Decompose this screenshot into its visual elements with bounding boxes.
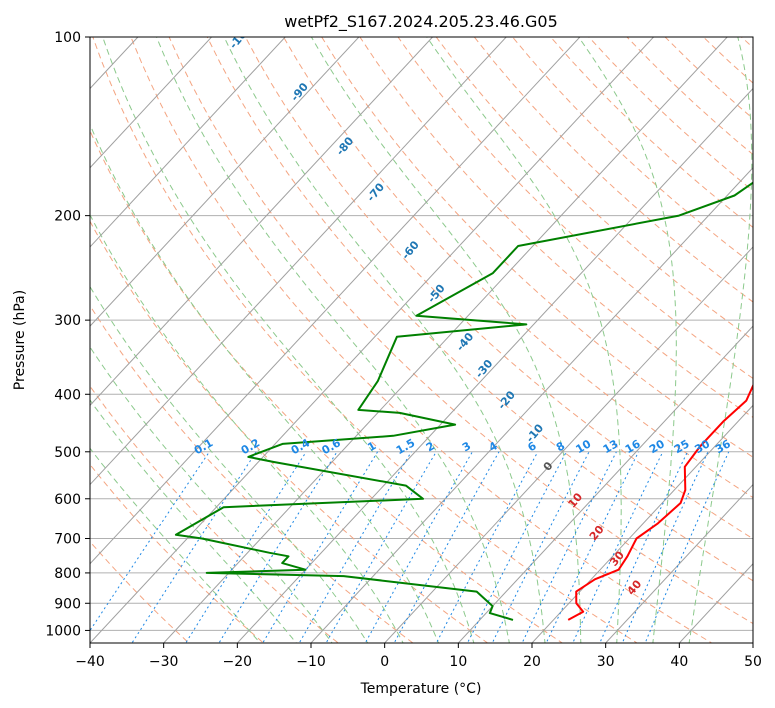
dry-adiabat-line: [90, 385, 340, 643]
x-axis: −40 −30 −20 −10 0 10 20 30 40 50: [75, 643, 762, 670]
isotherm-line: [90, 37, 581, 565]
y-tick-label: 700: [54, 532, 81, 548]
x-tick-label: −40: [75, 654, 105, 670]
y-tick-label: 300: [54, 313, 81, 329]
dry-adiabat-line: [206, 37, 753, 582]
mixing-ratio-line: [521, 451, 617, 643]
temperature-profile-line: [567, 383, 753, 621]
x-tick-label: 0: [380, 654, 389, 670]
y-tick-label: 1000: [45, 623, 81, 639]
y-tick-label: 900: [54, 596, 81, 612]
chart-title: wetPf2_S167.2024.205.23.46.G05: [284, 12, 558, 32]
dry-adiabat-line: [90, 304, 414, 643]
dry-adiabat-line: [90, 220, 489, 643]
moist-adiabat-line: [426, 37, 622, 643]
dry-adiabats: [90, 37, 753, 643]
plot-frame: [89, 36, 754, 644]
y-tick-label: 400: [54, 387, 81, 403]
x-tick-label: 10: [449, 654, 467, 670]
moist-adiabat-line: [156, 37, 510, 643]
x-tick-label: 30: [597, 654, 615, 670]
y-tick-label: 800: [54, 566, 81, 582]
dry-adiabat-line: [130, 37, 713, 643]
moist-adiabat-line: [223, 37, 546, 643]
mixing-ratio-line: [298, 451, 412, 643]
isotherm-line: [90, 37, 286, 248]
mixing-ratio-line: [435, 451, 539, 643]
x-axis-label: Temperature (°C): [360, 681, 482, 697]
isotherm-line: [90, 37, 507, 486]
moist-adiabat-line: [578, 37, 677, 643]
x-tick-label: −20: [223, 654, 253, 670]
mixing-ratio-line: [599, 451, 688, 643]
y-axis: 100 200 300 400 500 600 700 800 900 1000: [45, 30, 90, 639]
isotherm-line: [604, 483, 753, 643]
dry-adiabat-line: [92, 37, 638, 643]
y-axis-label: Pressure (hPa): [12, 290, 28, 390]
moist-adiabat-line: [90, 123, 440, 643]
moist-adiabat-line: [90, 213, 404, 643]
plot-area: 0.10.20.40.611.52346810131620253036-100-…: [90, 37, 753, 643]
moist-adiabat-line: [90, 346, 333, 643]
mixing-ratio-line: [644, 451, 730, 643]
x-tick-label: −30: [149, 654, 179, 670]
y-tick-label: 200: [54, 209, 81, 225]
dry-adiabat-line: [90, 129, 564, 643]
sounding-profiles: [174, 181, 753, 621]
isotherm-line: [531, 404, 753, 643]
mixing-ratio-line: [218, 451, 338, 643]
x-tick-label: 40: [670, 654, 688, 670]
isotherm-line: [383, 246, 753, 643]
isotherm-line: [90, 37, 360, 327]
mixing-ratio-line: [466, 451, 567, 643]
dry-adiabat-line: [435, 37, 753, 341]
x-tick-label: 50: [744, 654, 762, 670]
dry-adiabat-line: [473, 37, 753, 303]
moist-adiabat-line: [90, 399, 297, 643]
isotherm-line: [90, 37, 213, 169]
isotherm-line: [90, 37, 434, 407]
x-tick-label: 20: [523, 654, 541, 670]
y-tick-label: 500: [54, 445, 81, 461]
mixing-ratio-line: [131, 451, 257, 643]
isotherm-line: [236, 87, 753, 643]
mixing-ratio-line: [262, 451, 379, 643]
moist-adiabat-line: [688, 37, 753, 643]
y-tick-label: 600: [54, 492, 81, 508]
isotherm-line: [310, 166, 753, 643]
mixing-ratio-line: [545, 451, 639, 643]
dry-adiabat-line: [90, 540, 190, 643]
mixing-ratio-line: [491, 451, 590, 643]
dry-adiabat-line: [90, 463, 265, 643]
y-tick-label: 100: [54, 30, 81, 46]
dewpoint-profile-line: [174, 181, 753, 621]
moist-adiabat-line: [90, 285, 369, 643]
mixing-ratio-line: [621, 451, 709, 643]
isotherm-line: [457, 325, 753, 643]
dry-adiabat-line: [168, 37, 753, 625]
mixing-ratio-line: [572, 451, 664, 643]
isotherm-line: [90, 37, 655, 643]
x-tick-label: −10: [296, 654, 326, 670]
